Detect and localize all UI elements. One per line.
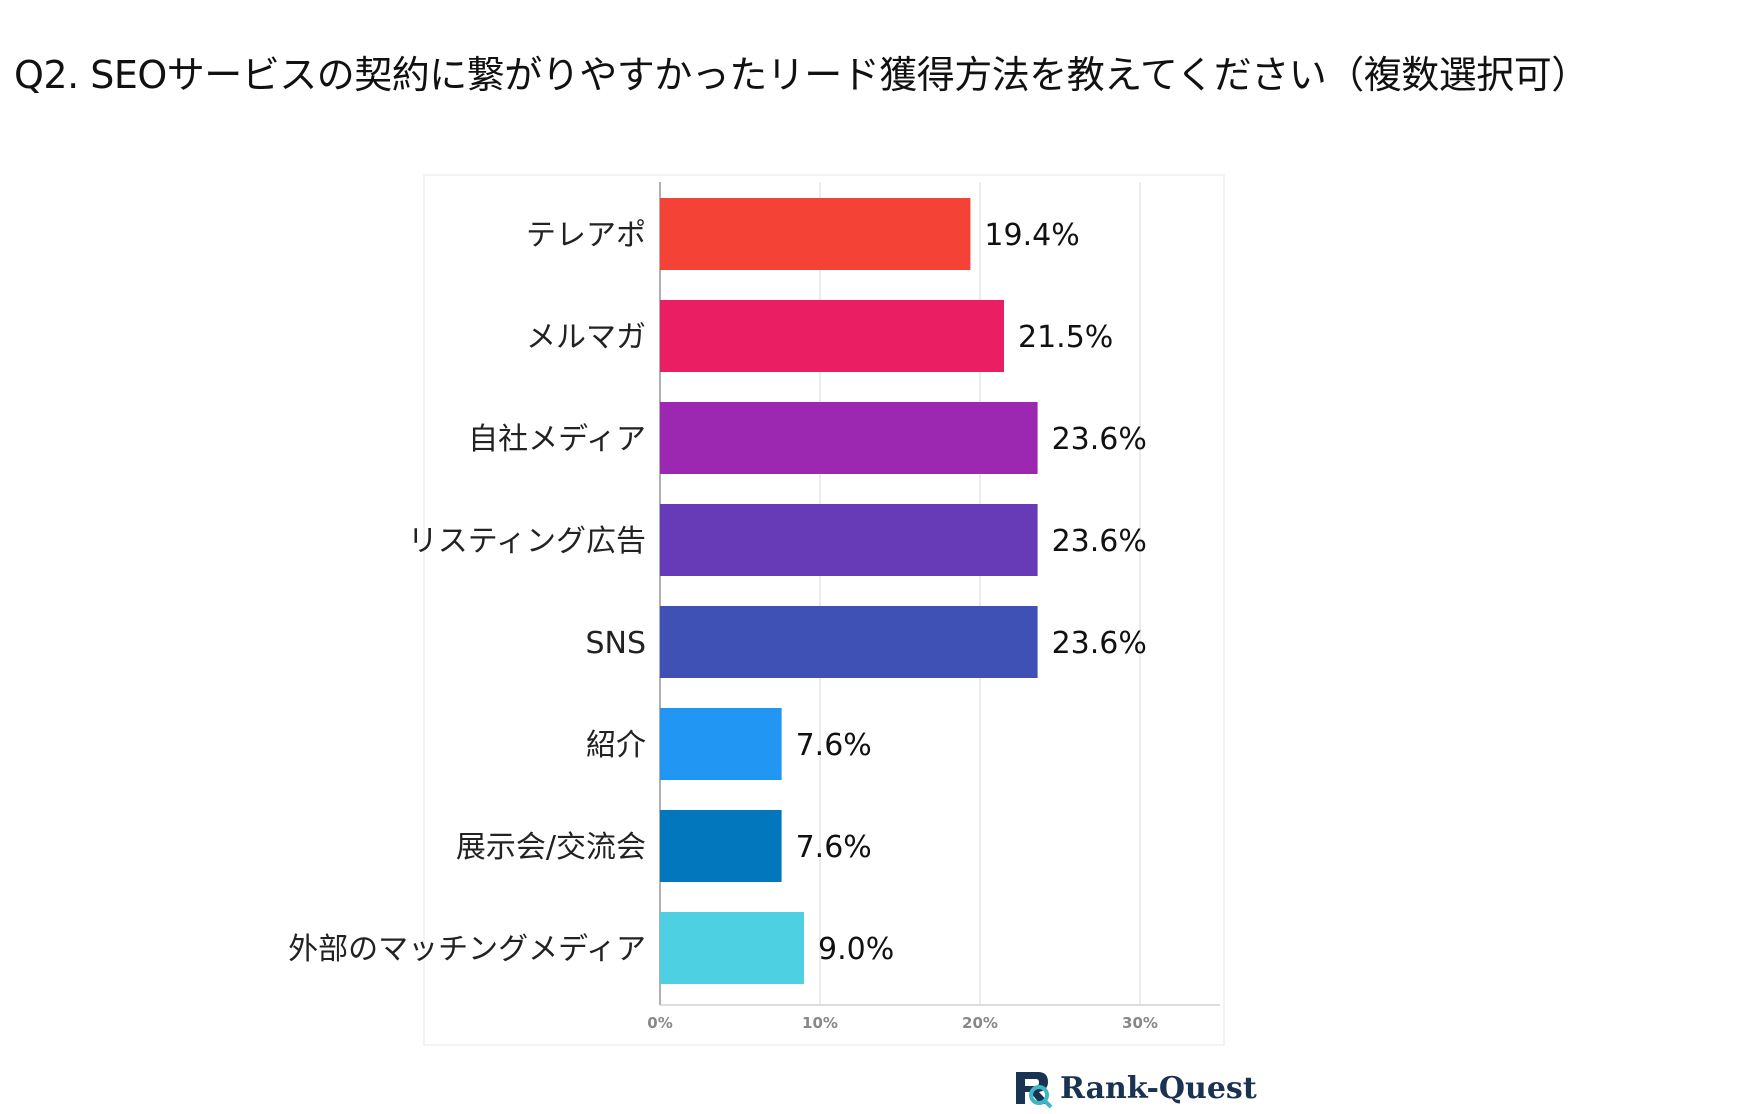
value-label: 23.6%: [1052, 422, 1147, 457]
category-label: 紹介: [586, 728, 646, 763]
value-label: 7.6%: [796, 728, 872, 763]
rank-quest-logo-icon: [1016, 1072, 1053, 1108]
value-label: 21.5%: [1018, 320, 1113, 355]
x-tick-label: 0%: [647, 1014, 672, 1032]
category-label: 外部のマッチングメディア: [288, 932, 646, 967]
category-label: テレアポ: [526, 218, 646, 253]
bar: [660, 708, 782, 780]
bar: [660, 504, 1038, 576]
value-label: 19.4%: [984, 218, 1079, 253]
bars: [660, 198, 1038, 984]
brand-name: Rank-Quest: [1060, 1070, 1257, 1106]
x-tick-label: 10%: [802, 1014, 838, 1032]
value-label: 9.0%: [818, 932, 894, 967]
category-label: 自社メディア: [468, 422, 646, 457]
plot-frame: [423, 174, 1225, 1046]
category-label: 展示会/交流会: [456, 830, 646, 865]
category-label: リスティング広告: [408, 524, 646, 559]
category-label: SNS: [585, 626, 646, 661]
value-label: 23.6%: [1052, 524, 1147, 559]
value-label: 7.6%: [796, 830, 872, 865]
brand-logo: Rank-Quest: [1012, 1068, 1257, 1108]
bar: [660, 402, 1038, 474]
x-tick-label: 30%: [1122, 1014, 1158, 1032]
labels: 0% 10% 20% 30% テレアポ 19.4% メルマガ 21.5% 自社メディア 23.6%…: [288, 218, 1158, 1032]
bar: [660, 198, 971, 270]
bar: [660, 300, 1004, 372]
bar: [660, 810, 782, 882]
bar: [660, 912, 804, 984]
bar: [660, 606, 1038, 678]
category-label: メルマガ: [526, 320, 646, 355]
x-tick-label: 20%: [962, 1014, 998, 1032]
value-label: 23.6%: [1052, 626, 1147, 661]
chart-title: Q2. SEOサービスの契約に繋がりやすかったリード獲得方法を教えてください（複…: [14, 53, 1589, 97]
